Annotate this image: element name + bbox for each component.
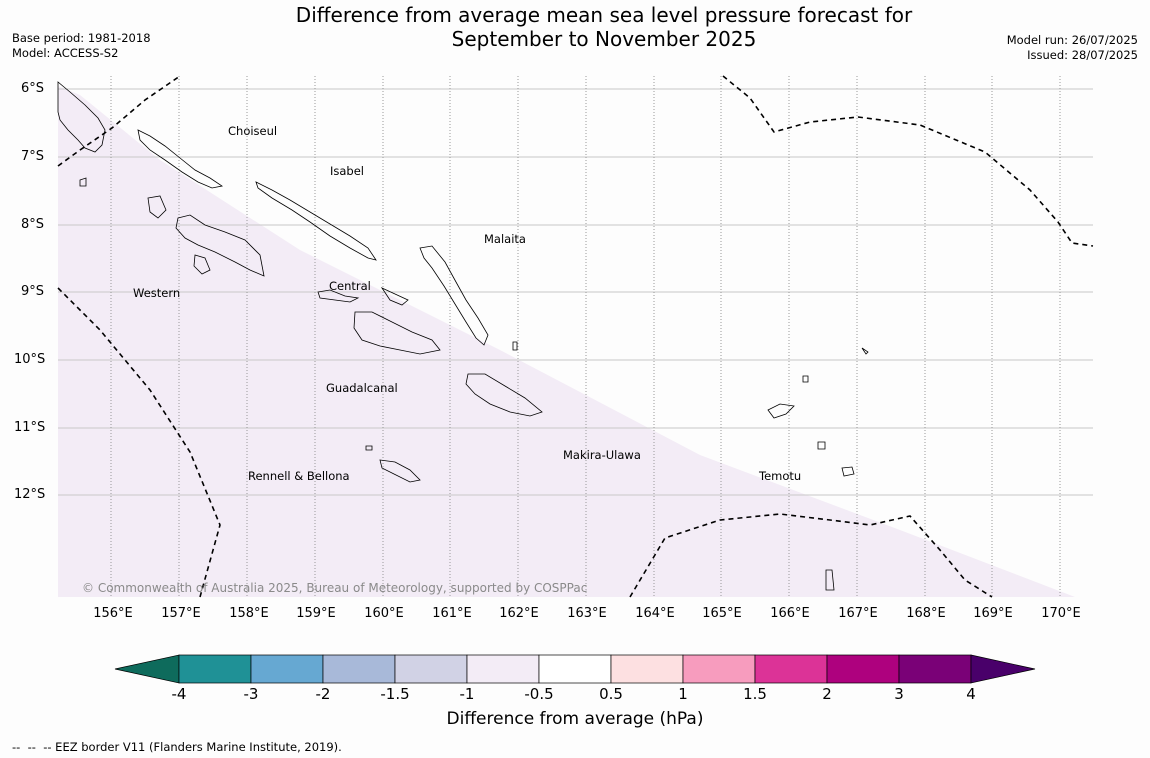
- rennell-coast: [379, 459, 421, 483]
- ontong-coast: [861, 347, 869, 355]
- lon-label: 161°E: [432, 606, 472, 621]
- bellona-coast: [365, 445, 373, 451]
- place-malaita: Malaita: [484, 232, 526, 246]
- place-makira: Makira-Ulawa: [563, 448, 641, 462]
- title-line-1: Difference from average mean sea level p…: [295, 3, 913, 27]
- colorbar-tick: -1: [459, 685, 475, 703]
- lat-label: 12°S: [14, 487, 46, 502]
- place-temotu: Temotu: [759, 469, 802, 483]
- malaita-coast: [419, 245, 489, 346]
- colorbar-bin-3: [322, 654, 396, 684]
- colorbar-tick: 4: [966, 685, 976, 703]
- lon-label: 168°E: [906, 606, 946, 621]
- issued-date: Issued: 28/07/2025: [1027, 48, 1138, 62]
- base-period: Base period: 1981-2018: [12, 31, 151, 45]
- place-central: Central: [329, 279, 371, 293]
- place-guadalcanal: Guadalcanal: [326, 381, 398, 395]
- meta-left: Base period: 1981-2018 Model: ACCESS-S2: [12, 31, 151, 61]
- reef-islands-coast: [802, 375, 809, 383]
- eez-borders: [57, 75, 1094, 598]
- lat-label: 6°S: [21, 81, 45, 96]
- lat-label: 9°S: [21, 284, 45, 299]
- vella-coast: [147, 195, 167, 219]
- colorbar-extend-max: [970, 654, 1036, 684]
- bougainville-coast: [57, 81, 106, 153]
- place-rennell: Rennell & Bellona: [248, 469, 350, 483]
- anomaly-shading: [58, 86, 1075, 597]
- tikopia-coast: [825, 569, 835, 591]
- colorbar-tick: -2: [315, 685, 331, 703]
- colorbar-tick: 2: [822, 685, 832, 703]
- choiseul-coast: [137, 129, 224, 189]
- colorbar-tick: 0.5: [599, 685, 623, 703]
- isabel-coast: [255, 181, 377, 261]
- map-area: [57, 75, 1094, 598]
- colorbar-tick: -0.5: [524, 685, 554, 703]
- russell-coast: [380, 287, 409, 306]
- eez-footnote: -- -- -- EEZ border V11 (Flanders Marine…: [12, 740, 342, 754]
- lon-label: 162°E: [499, 606, 539, 621]
- colorbar-bin-2: [250, 654, 324, 684]
- eez-northeast: [722, 75, 1094, 247]
- guadalcanal-coast: [353, 311, 441, 355]
- colorbar-tick: -1.5: [380, 685, 410, 703]
- lon-label: 163°E: [567, 606, 607, 621]
- utupua-coast: [841, 466, 855, 477]
- ranongga-coast: [193, 254, 211, 275]
- santa-cruz-coast: [767, 403, 795, 419]
- colorbar: [114, 654, 1036, 684]
- lon-label: 160°E: [364, 606, 404, 621]
- sikaiana-coast: [512, 341, 518, 351]
- lon-label: 159°E: [296, 606, 336, 621]
- colorbar-tick: -4: [171, 685, 187, 703]
- lat-label: 10°S: [14, 352, 46, 367]
- model-run: Model run: 26/07/2025: [1006, 33, 1138, 47]
- coastlines: [57, 81, 869, 591]
- colorbar-bin-1: [178, 654, 252, 684]
- meta-right: Model run: 26/07/2025 Issued: 28/07/2025: [1007, 33, 1138, 63]
- shortland-coast: [79, 177, 87, 187]
- lat-gridlines: [58, 88, 1093, 496]
- lat-label: 7°S: [21, 149, 45, 164]
- colorbar-tick: 1.5: [743, 685, 767, 703]
- florida-coast: [317, 289, 360, 303]
- colorbar-bin-11: [898, 654, 972, 684]
- title-line-2: September to November 2025: [451, 27, 757, 51]
- place-isabel: Isabel: [330, 164, 365, 178]
- colorbar-bin-6: [538, 654, 612, 684]
- colorbar-tick: 1: [678, 685, 688, 703]
- colorbar-bin-5: [466, 654, 540, 684]
- colorbar-tick: -3: [243, 685, 259, 703]
- lon-label: 158°E: [229, 606, 269, 621]
- map-title: Difference from average mean sea level p…: [200, 3, 1008, 51]
- colorbar-bin-4: [394, 654, 468, 684]
- place-western: Western: [133, 286, 181, 300]
- colorbar-bin-7: [610, 654, 684, 684]
- colorbar-bin-9: [754, 654, 828, 684]
- model-name: Model: ACCESS-S2: [12, 46, 119, 60]
- new-georgia-coast: [175, 214, 265, 277]
- colorbar-bin-8: [682, 654, 756, 684]
- eez-northwest: [57, 75, 181, 167]
- vanikoro-coast: [817, 441, 826, 450]
- place-choiseul: Choiseul: [228, 124, 278, 138]
- lon-label: 157°E: [161, 606, 201, 621]
- eez-west: [57, 287, 221, 598]
- lon-label: 169°E: [973, 606, 1013, 621]
- lon-label: 156°E: [93, 606, 133, 621]
- colorbar-extend-min: [114, 654, 180, 684]
- copyright: © Commonwealth of Australia 2025, Bureau…: [82, 581, 588, 595]
- colorbar-tick: 3: [894, 685, 904, 703]
- lat-label: 11°S: [14, 420, 46, 435]
- lon-label: 170°E: [1041, 606, 1081, 621]
- colorbar-label: Difference from average (hPa): [446, 709, 704, 729]
- colorbar-bin-10: [826, 654, 900, 684]
- lon-label: 164°E: [635, 606, 675, 621]
- lon-label: 166°E: [770, 606, 810, 621]
- makira-coast: [465, 373, 543, 417]
- lon-label: 167°E: [838, 606, 878, 621]
- lon-label: 165°E: [702, 606, 742, 621]
- lat-label: 8°S: [21, 217, 45, 232]
